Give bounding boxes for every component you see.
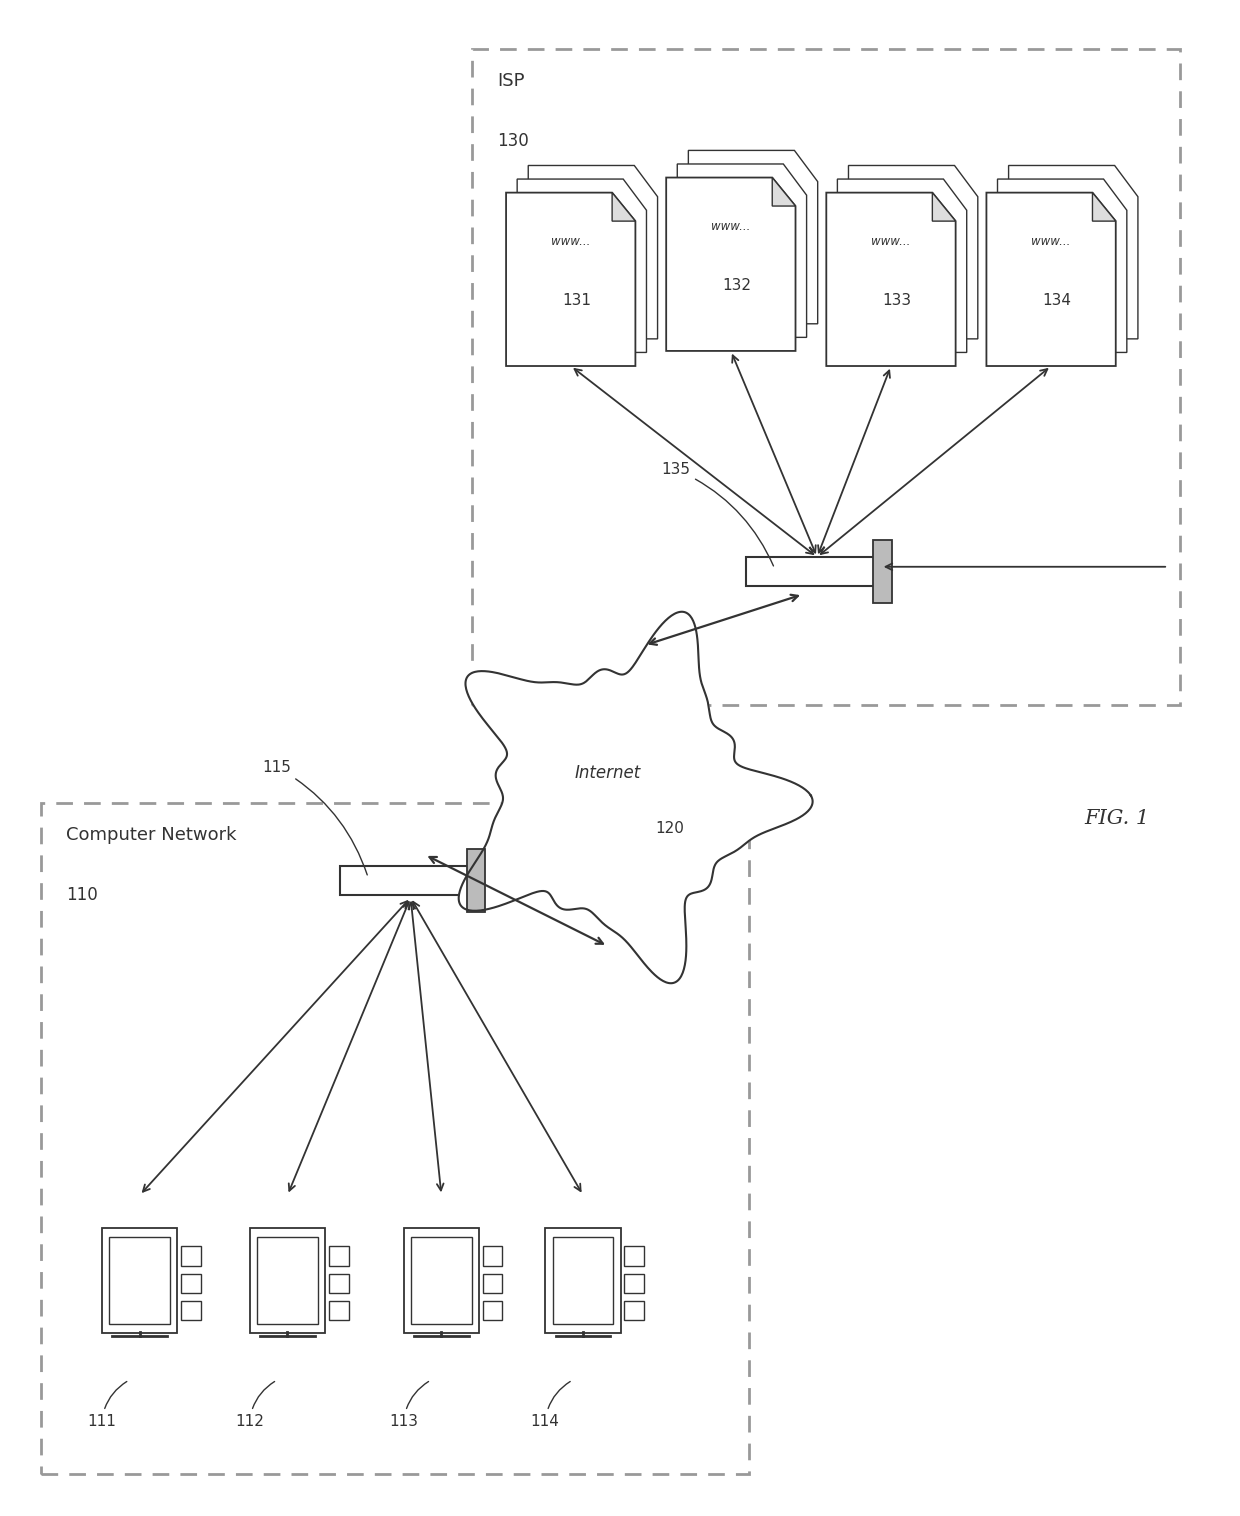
- Bar: [482, 1246, 502, 1266]
- Polygon shape: [666, 177, 796, 350]
- Bar: [340, 866, 481, 894]
- Bar: [41, 803, 749, 1474]
- Bar: [625, 1273, 644, 1293]
- Polygon shape: [528, 165, 657, 340]
- Bar: [102, 1228, 177, 1333]
- Polygon shape: [1092, 193, 1116, 221]
- Text: www...: www...: [712, 220, 750, 232]
- Polygon shape: [517, 179, 646, 352]
- Text: 133: 133: [883, 293, 911, 308]
- Text: 130: 130: [497, 132, 528, 150]
- Bar: [329, 1273, 348, 1293]
- Text: 114: 114: [531, 1381, 570, 1430]
- Text: 112: 112: [236, 1381, 274, 1430]
- Text: www...: www...: [1032, 235, 1071, 247]
- Polygon shape: [837, 179, 967, 352]
- Text: 115: 115: [262, 760, 367, 875]
- Text: Internet: Internet: [574, 764, 641, 782]
- Polygon shape: [848, 165, 978, 340]
- Text: 120: 120: [655, 822, 683, 837]
- Text: 110: 110: [66, 887, 98, 904]
- Bar: [873, 540, 892, 603]
- Text: 113: 113: [389, 1381, 429, 1430]
- Polygon shape: [506, 193, 635, 365]
- Polygon shape: [459, 612, 812, 984]
- Bar: [625, 1301, 644, 1320]
- Bar: [181, 1273, 201, 1293]
- Bar: [404, 1228, 479, 1333]
- Text: 134: 134: [1043, 293, 1071, 308]
- Bar: [625, 1246, 644, 1266]
- Bar: [249, 1228, 325, 1333]
- Polygon shape: [773, 177, 796, 206]
- Text: 111: 111: [87, 1381, 126, 1430]
- Bar: [181, 1301, 201, 1320]
- Polygon shape: [826, 193, 956, 365]
- Text: 131: 131: [563, 293, 591, 308]
- Bar: [329, 1301, 348, 1320]
- Bar: [181, 1246, 201, 1266]
- Bar: [472, 50, 1180, 705]
- Polygon shape: [997, 179, 1127, 352]
- Text: 132: 132: [723, 277, 751, 293]
- Polygon shape: [987, 193, 1116, 365]
- Bar: [412, 1237, 471, 1323]
- Bar: [109, 1237, 170, 1323]
- Text: ISP: ISP: [497, 73, 525, 89]
- Text: FIG. 1: FIG. 1: [1085, 810, 1149, 828]
- Bar: [553, 1237, 614, 1323]
- Text: www...: www...: [872, 235, 910, 247]
- Text: 135: 135: [661, 462, 774, 565]
- Bar: [546, 1228, 621, 1333]
- Bar: [482, 1273, 502, 1293]
- Bar: [257, 1237, 317, 1323]
- Text: Computer Network: Computer Network: [66, 826, 237, 844]
- Polygon shape: [688, 150, 817, 324]
- Polygon shape: [613, 193, 635, 221]
- Bar: [466, 849, 485, 913]
- Bar: [746, 556, 888, 585]
- Bar: [482, 1301, 502, 1320]
- Polygon shape: [1008, 165, 1138, 340]
- Bar: [329, 1246, 348, 1266]
- Polygon shape: [677, 164, 806, 338]
- Polygon shape: [932, 193, 956, 221]
- Text: www...: www...: [551, 235, 590, 247]
